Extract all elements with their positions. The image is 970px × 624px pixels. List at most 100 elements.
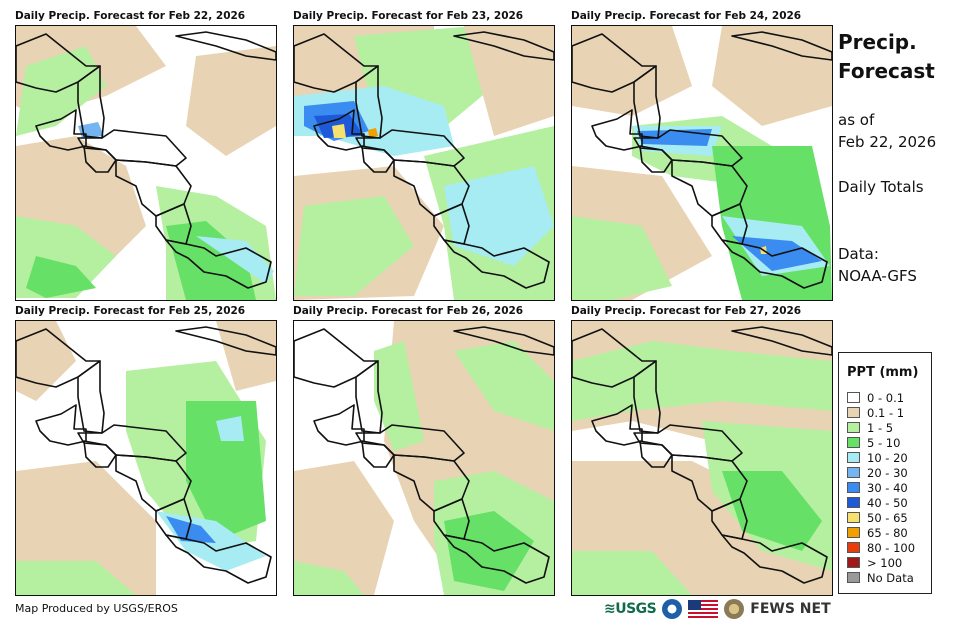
precip-area	[464, 26, 554, 136]
country-border	[16, 328, 101, 388]
legend-title: PPT (mm)	[847, 365, 919, 380]
legend-item: 20 - 30	[847, 465, 908, 480]
legend-label: 40 - 50	[867, 495, 908, 510]
country-border	[294, 328, 379, 388]
legend-item: No Data	[847, 570, 914, 585]
country-border	[572, 328, 657, 388]
country-border	[294, 33, 379, 93]
country-border	[361, 440, 395, 468]
legend-item: 0.1 - 1	[847, 405, 904, 420]
us-flag-icon	[688, 600, 719, 618]
legend-swatch	[847, 437, 860, 448]
data-source: Data: NOAA-GFS	[838, 243, 917, 287]
legend-item: > 100	[847, 555, 902, 570]
legend-swatch	[847, 482, 860, 493]
precip-area	[368, 128, 378, 137]
legend-item: 30 - 40	[847, 480, 908, 495]
precip-map-feb24	[571, 25, 833, 301]
legend-label: > 100	[867, 555, 903, 570]
legend-item: 1 - 5	[847, 420, 893, 435]
panel-title-6: Daily Precip. Forecast for Feb 27, 2026	[571, 305, 802, 317]
legend-label: 50 - 65	[867, 510, 908, 525]
country-border	[35, 109, 87, 151]
country-border	[633, 65, 661, 139]
precip-area	[722, 471, 822, 551]
as-of-value: Feb 22, 2026	[838, 133, 937, 151]
panel-title-3: Daily Precip. Forecast for Feb 24, 2026	[571, 10, 802, 22]
precip-area	[732, 236, 822, 271]
country-border	[591, 404, 643, 446]
state-dept-seal-icon	[724, 599, 745, 619]
country-border	[355, 360, 383, 434]
legend-swatch	[847, 557, 860, 568]
legend-label: 80 - 100	[867, 540, 916, 555]
legend-swatch	[847, 527, 860, 538]
precip-map-feb23	[293, 25, 555, 301]
data-value: NOAA-GFS	[838, 267, 917, 285]
precip-map-feb27	[571, 320, 833, 596]
precip-area	[196, 236, 274, 284]
country-border	[175, 326, 276, 356]
precip-area	[572, 341, 832, 421]
country-border	[16, 33, 101, 93]
precip-area	[374, 341, 424, 451]
country-border	[83, 145, 117, 173]
legend-label: 65 - 80	[867, 525, 908, 540]
country-border	[721, 534, 828, 584]
country-border	[361, 145, 395, 173]
legend-swatch	[847, 572, 860, 583]
precip-area	[572, 26, 692, 116]
legend-item: 0 - 0.1	[847, 390, 904, 405]
legend-swatch	[847, 497, 860, 508]
precip-area	[216, 416, 244, 441]
legend-swatch	[847, 392, 860, 403]
country-border	[77, 65, 105, 139]
legend-item: 65 - 80	[847, 525, 908, 540]
legend-label: 0.1 - 1	[867, 405, 905, 420]
legend-swatch	[847, 512, 860, 523]
precip-area	[572, 551, 692, 595]
country-border	[165, 534, 272, 584]
panel-title-5: Daily Precip. Forecast for Feb 26, 2026	[293, 305, 524, 317]
precip-map-feb26	[293, 320, 555, 596]
usgs-logo: ≋USGS	[604, 601, 657, 617]
legend-item: 40 - 50	[847, 495, 908, 510]
precip-area	[712, 26, 832, 126]
precip-area	[26, 256, 96, 298]
legend-item: 5 - 10	[847, 435, 900, 450]
precip-area	[294, 461, 394, 595]
title-line-2: Forecast	[838, 59, 935, 83]
fews-net-logo: FEWS NET	[750, 601, 831, 617]
country-border	[453, 31, 554, 61]
country-border	[639, 440, 673, 468]
panel-title-2: Daily Precip. Forecast for Feb 23, 2026	[293, 10, 524, 22]
country-border	[572, 33, 657, 93]
legend-label: 30 - 40	[867, 480, 908, 495]
legend-swatch	[847, 422, 860, 433]
data-label: Data:	[838, 245, 879, 263]
daily-totals-label: Daily Totals	[838, 178, 924, 196]
country-border	[639, 145, 673, 173]
precip-map-feb25	[15, 320, 277, 596]
precip-area	[572, 216, 672, 300]
as-of-label: as of	[838, 111, 875, 129]
panel-title-4: Daily Precip. Forecast for Feb 25, 2026	[15, 305, 246, 317]
country-border	[175, 31, 276, 61]
country-border	[83, 440, 117, 468]
precip-area	[294, 196, 414, 296]
precip-area	[216, 321, 276, 391]
precip-area	[454, 341, 554, 431]
legend-item: 80 - 100	[847, 540, 915, 555]
precip-area	[294, 561, 364, 595]
country-border	[633, 360, 661, 434]
as-of-date: as of Feb 22, 2026	[838, 109, 936, 153]
precip-area	[16, 561, 136, 595]
legend-swatch	[847, 467, 860, 478]
legend-label: 10 - 20	[867, 450, 908, 465]
country-border	[313, 109, 365, 151]
country-border	[731, 31, 832, 61]
legend-item: 50 - 65	[847, 510, 908, 525]
precip-area	[186, 46, 276, 156]
legend-label: No Data	[867, 570, 914, 585]
